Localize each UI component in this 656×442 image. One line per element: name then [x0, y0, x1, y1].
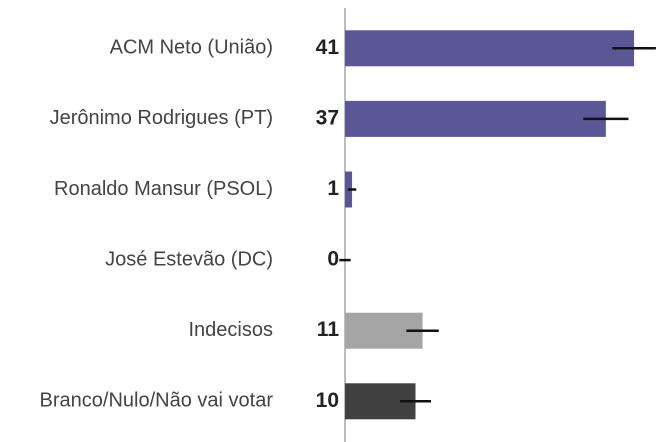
category-label: Jerônimo Rodrigues (PT) [50, 107, 273, 129]
category-label: José Estevão (DC) [105, 248, 273, 270]
bar [345, 100, 606, 137]
category-label: Indecisos [189, 319, 274, 341]
value-label: 10 [316, 389, 339, 412]
bar [345, 30, 635, 67]
value-label: 41 [316, 36, 340, 59]
category-label: Branco/Nulo/Não vai votar [40, 390, 274, 412]
category-label: Ronaldo Mansur (PSOL) [54, 178, 273, 200]
value-label: 11 [317, 318, 340, 341]
value-label: 37 [316, 106, 339, 129]
value-label: 1 [327, 177, 339, 200]
category-label: ACM Neto (União) [110, 37, 273, 59]
value-label: 0 [327, 248, 339, 271]
